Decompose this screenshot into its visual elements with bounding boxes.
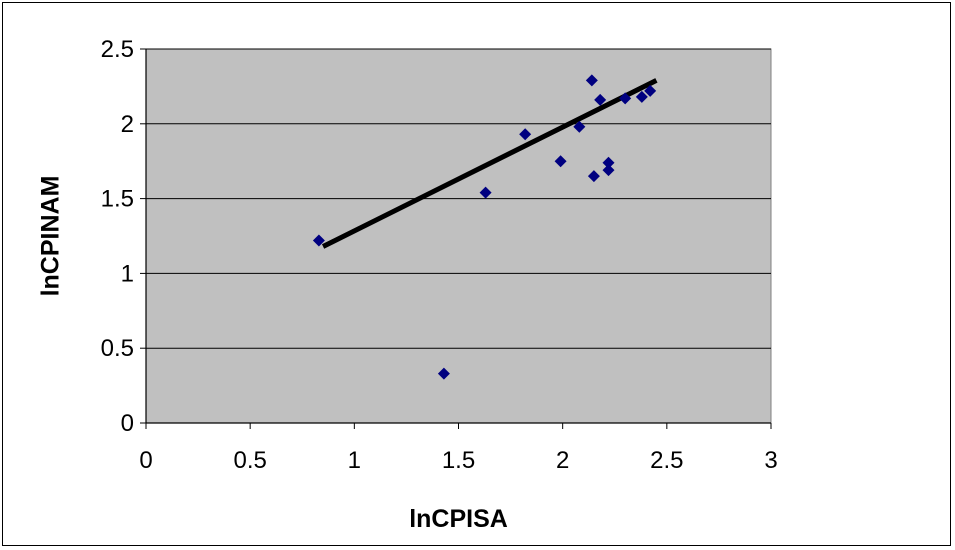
x-tick-label: 2.5 xyxy=(650,447,683,474)
data-point xyxy=(437,367,450,380)
data-point xyxy=(312,234,325,247)
grid-lines xyxy=(146,48,771,349)
trendline xyxy=(321,78,658,249)
y-axis-title: lnCPINAM xyxy=(37,176,65,297)
data-point xyxy=(602,164,615,177)
x-tick-label: 2 xyxy=(556,447,569,474)
y-tick-label: 1.5 xyxy=(101,186,134,213)
x-axis-title: lnCPISA xyxy=(409,505,508,533)
x-tick-label: 0 xyxy=(139,447,152,474)
y-axis-ticks: 0 0.5 1 1.5 2 2.5 xyxy=(101,36,146,437)
data-point xyxy=(519,128,532,141)
y-tick-label: 2 xyxy=(121,111,134,138)
data-point xyxy=(635,90,648,103)
y-tick-label: 2.5 xyxy=(101,36,134,63)
data-point xyxy=(587,170,600,183)
x-tick-label: 1 xyxy=(348,447,361,474)
x-tick-label: 0.5 xyxy=(233,447,266,474)
data-point xyxy=(479,186,492,199)
plot-area xyxy=(145,48,772,424)
trendline-group xyxy=(321,78,658,249)
y-tick-label: 0.5 xyxy=(101,335,134,362)
data-point xyxy=(594,93,607,106)
data-point xyxy=(554,155,567,168)
data-points xyxy=(312,74,657,380)
data-point xyxy=(573,120,586,133)
x-axis-ticks: 0 0.5 1 1.5 2 2.5 3 xyxy=(139,423,778,474)
x-tick-label: 1.5 xyxy=(442,447,475,474)
data-point xyxy=(619,92,632,105)
y-tick-label: 0 xyxy=(121,410,134,437)
x-tick-label: 3 xyxy=(764,447,777,474)
data-point xyxy=(585,74,598,87)
data-point xyxy=(602,156,615,169)
data-point xyxy=(644,84,657,97)
y-tick-label: 1 xyxy=(121,260,134,287)
